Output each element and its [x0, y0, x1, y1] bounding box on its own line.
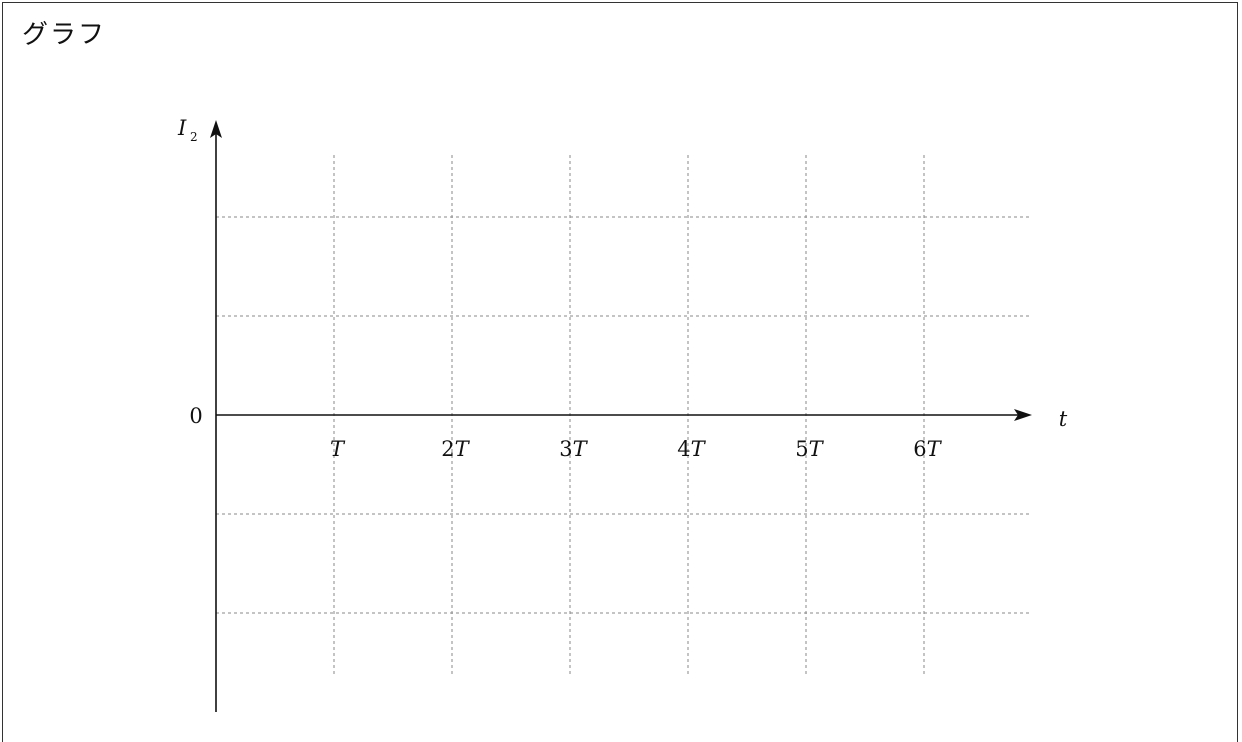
x-tick-labels: T 2T 3T 4T 5T 6T [330, 437, 943, 461]
x-tick-label: 4T [677, 437, 706, 461]
origin-label: 0 [189, 404, 202, 428]
x-tick-label: T [330, 437, 346, 461]
y-axis-label-subscript: 2 [190, 130, 198, 144]
y-axis-arrow [210, 120, 222, 138]
graph-title: グラフ [22, 20, 107, 50]
y-axis-label: I [177, 116, 187, 140]
labels: 0 t I 2 [177, 116, 1068, 431]
x-tick-label: 2T [441, 437, 470, 461]
x-axis-arrow [1014, 409, 1032, 421]
x-tick-label: 3T [559, 437, 588, 461]
x-tick-label: 6T [913, 437, 942, 461]
axes [210, 120, 1032, 712]
x-tick-label: 5T [795, 437, 824, 461]
x-axis-label: t [1059, 407, 1068, 431]
